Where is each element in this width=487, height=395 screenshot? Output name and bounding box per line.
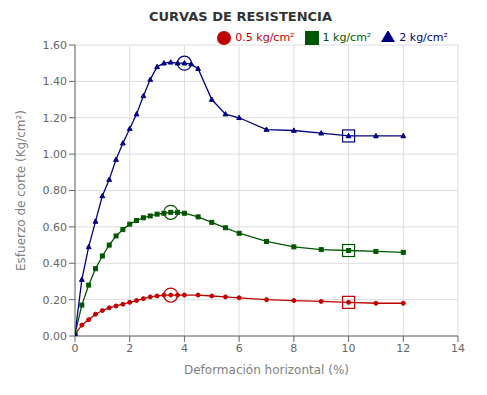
svg-text:12: 12 bbox=[396, 342, 410, 355]
html-text:2 kg/cm²: 2 kg/cm² bbox=[399, 31, 448, 44]
svg-text:1.00: 1.00 bbox=[43, 148, 68, 161]
svg-text:Deformación horizontal (%): Deformación horizontal (%) bbox=[184, 363, 349, 377]
svg-text:10: 10 bbox=[342, 342, 356, 355]
svg-text:1.40: 1.40 bbox=[43, 75, 68, 88]
svg-text:0: 0 bbox=[72, 342, 79, 355]
svg-text:0.00: 0.00 bbox=[43, 330, 68, 343]
svg-text:14: 14 bbox=[451, 342, 465, 355]
svg-text:Esfuerzo de corte (Kg/cm²): Esfuerzo de corte (Kg/cm²) bbox=[14, 110, 28, 271]
svg-text:0.40: 0.40 bbox=[43, 257, 68, 270]
html-text:0.5 kg/cm²: 0.5 kg/cm² bbox=[235, 31, 295, 44]
svg-text:6: 6 bbox=[236, 342, 243, 355]
svg-text:2: 2 bbox=[126, 342, 133, 355]
svg-text:0.60: 0.60 bbox=[43, 221, 68, 234]
svg-text:4: 4 bbox=[181, 342, 188, 355]
html-text:CURVAS DE RESISTENCIA: CURVAS DE RESISTENCIA bbox=[149, 9, 332, 24]
svg-text:8: 8 bbox=[290, 342, 297, 355]
svg-text:0.80: 0.80 bbox=[43, 184, 68, 197]
svg-text:0.20: 0.20 bbox=[43, 294, 68, 307]
html-text:1 kg/cm²: 1 kg/cm² bbox=[322, 31, 372, 44]
svg-text:1.20: 1.20 bbox=[43, 112, 68, 125]
svg-text:1.60: 1.60 bbox=[43, 39, 68, 52]
